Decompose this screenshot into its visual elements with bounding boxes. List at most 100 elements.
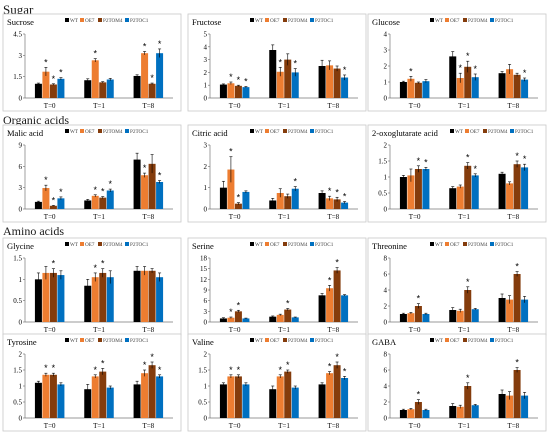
significance-star: * bbox=[335, 187, 339, 197]
bar-P2TOM4-2 bbox=[148, 270, 156, 322]
legend-label-P2TOM4: P2TOM4 bbox=[468, 338, 488, 344]
x-tick-label: T=1 bbox=[278, 213, 290, 221]
legend-swatch-P2TOM4 bbox=[283, 338, 287, 342]
bar-P2TOC1-1 bbox=[106, 277, 114, 322]
legend-swatch-WT bbox=[430, 242, 434, 246]
chart-title: Citric acid bbox=[192, 128, 228, 138]
bar-P2TOC1-2 bbox=[521, 79, 529, 98]
significance-star: * bbox=[473, 64, 477, 74]
bar-P2TOM4-0 bbox=[414, 169, 422, 209]
legend-label-P2TOM4: P2TOM4 bbox=[288, 129, 308, 135]
legend-label-P2TOC1: P2TOC1 bbox=[130, 18, 149, 24]
legend-label-P2TOC1: P2TOC1 bbox=[495, 338, 514, 344]
legend-swatch-OE7 bbox=[80, 242, 84, 246]
bar-WT-2 bbox=[498, 298, 506, 322]
legend-swatch-P2TOC1 bbox=[490, 18, 494, 22]
y-tick-label: 8 bbox=[384, 255, 388, 263]
significance-star: * bbox=[229, 72, 233, 82]
bar-OE7-2 bbox=[141, 373, 149, 418]
legend-label-WT: WT bbox=[70, 129, 79, 135]
bar-P2TOC1-1 bbox=[291, 72, 299, 98]
y-tick-label: 3 bbox=[384, 47, 388, 55]
bar-WT-1 bbox=[269, 200, 277, 209]
chart-title: Glycine bbox=[7, 241, 34, 251]
legend-label-OE7: OE7 bbox=[270, 18, 280, 24]
legend-swatch-WT bbox=[250, 242, 254, 246]
y-tick-label: 2 bbox=[384, 142, 388, 150]
bar-WT-1 bbox=[84, 389, 92, 418]
y-tick-label: 1 bbox=[384, 79, 388, 87]
significance-star: * bbox=[523, 154, 527, 164]
legend-swatch-WT bbox=[430, 338, 434, 342]
bar-OE7-2 bbox=[326, 288, 334, 322]
legend-label-WT: WT bbox=[255, 129, 264, 135]
bar-P2TOC1-0 bbox=[57, 78, 65, 98]
bar-P2TOC1-2 bbox=[341, 295, 349, 322]
legend-label-P2TOM4: P2TOM4 bbox=[103, 242, 123, 248]
bar-P2TOC1-0 bbox=[242, 87, 250, 98]
legend-swatch-P2TOC1 bbox=[125, 129, 129, 133]
y-tick-label: 0 bbox=[204, 206, 208, 214]
x-tick-label: T=0 bbox=[44, 213, 56, 221]
legend-label-OE7: OE7 bbox=[450, 338, 460, 344]
significance-star: * bbox=[93, 185, 97, 195]
bar-OE7-0 bbox=[407, 313, 415, 322]
bar-WT-1 bbox=[269, 389, 277, 418]
bar-OE7-0 bbox=[42, 272, 50, 322]
significance-star: * bbox=[52, 363, 56, 373]
legend-label-OE7: OE7 bbox=[85, 338, 95, 344]
legend-label-WT: WT bbox=[255, 242, 264, 248]
bar-WT-1 bbox=[449, 56, 457, 98]
bar-WT-0 bbox=[219, 187, 227, 209]
x-tick-label: T=8 bbox=[142, 213, 154, 221]
y-tick-label: 0 bbox=[19, 415, 23, 423]
bar-P2TOM4-1 bbox=[99, 272, 107, 322]
bar-OE7-0 bbox=[407, 409, 415, 418]
significance-star: * bbox=[237, 75, 241, 85]
section-title-sugar: Sugar bbox=[3, 2, 34, 17]
y-tick-label: 3 bbox=[19, 184, 23, 192]
legend-swatch-P2TOM4 bbox=[283, 18, 287, 22]
legend-label-WT: WT bbox=[70, 338, 79, 344]
significance-star: * bbox=[328, 186, 332, 196]
x-tick-label: T=1 bbox=[93, 326, 105, 334]
y-tick-label: 9 bbox=[204, 287, 208, 295]
legend-label-OE7: OE7 bbox=[270, 338, 280, 344]
x-tick-label: T=0 bbox=[229, 102, 241, 110]
y-tick-label: 0.5 bbox=[13, 297, 22, 305]
y-tick-label: 3 bbox=[204, 308, 208, 316]
significance-star: * bbox=[343, 192, 347, 202]
y-tick-label: 0 bbox=[204, 415, 208, 423]
bar-WT-0 bbox=[219, 318, 227, 322]
legend-label-P2TOC1: P2TOC1 bbox=[130, 338, 149, 344]
bar-P2TOC1-2 bbox=[341, 378, 349, 418]
x-tick-label: T=1 bbox=[458, 213, 470, 221]
y-tick-label: 0 bbox=[19, 206, 23, 214]
significance-star: * bbox=[93, 49, 97, 59]
legend-swatch-OE7 bbox=[80, 338, 84, 342]
bar-P2TOC1-0 bbox=[242, 384, 250, 418]
x-tick-label: T=1 bbox=[278, 326, 290, 334]
significance-star: * bbox=[59, 68, 63, 78]
x-tick-label: T=1 bbox=[278, 422, 290, 430]
significance-star: * bbox=[466, 277, 470, 287]
bar-P2TOM4-2 bbox=[333, 199, 341, 209]
chart-panel-3: Malic acid WT OE7 P2TOM4 P2TOC1 0 3 6 9 T=0 T=1 T=8… bbox=[2, 124, 182, 223]
legend-swatch-OE7 bbox=[265, 18, 269, 22]
x-tick-label: T=8 bbox=[327, 326, 339, 334]
significance-star: * bbox=[158, 39, 162, 49]
significance-star: * bbox=[93, 263, 97, 273]
significance-star: * bbox=[466, 373, 470, 383]
bar-P2TOC1-1 bbox=[291, 387, 299, 418]
bar-OE7-0 bbox=[42, 188, 50, 209]
chart-panel-8: Threonine WT OE7 P2TOM4 P2TOC1 0 2 4 6 8 T=0 T=1 T=8… bbox=[367, 237, 547, 336]
bar-P2TOM4-0 bbox=[49, 84, 57, 98]
significance-star: * bbox=[466, 51, 470, 61]
y-tick-label: 6 bbox=[384, 271, 388, 279]
legend-swatch-P2TOC1 bbox=[125, 18, 129, 22]
y-tick-label: 0.5 bbox=[378, 190, 387, 198]
legend-label-WT: WT bbox=[255, 338, 264, 344]
legend-label-OE7: OE7 bbox=[450, 242, 460, 248]
significance-star: * bbox=[343, 65, 347, 75]
